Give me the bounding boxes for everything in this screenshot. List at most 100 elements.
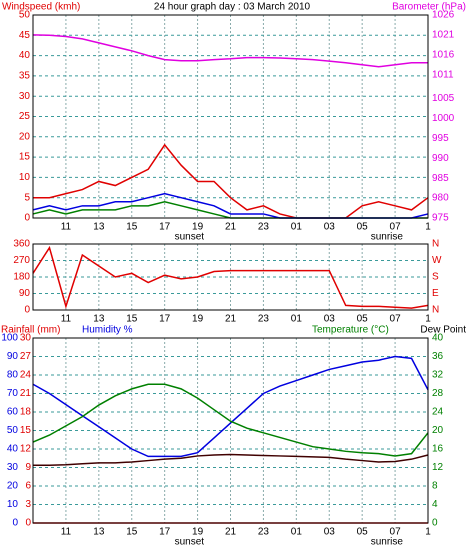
x-tick-label: 1 xyxy=(425,527,431,538)
y-tick-label: 35 xyxy=(19,71,31,82)
x-tick-label: 07 xyxy=(390,527,402,538)
x-tick-label: 15 xyxy=(126,314,138,325)
x-tick-label: 19 xyxy=(192,527,204,538)
x-tick-label: 13 xyxy=(93,314,105,325)
y-tick-label: 0 xyxy=(24,305,30,316)
y2-tick-label: 1021 xyxy=(432,30,455,41)
y2-tick-label: 32 xyxy=(432,370,444,381)
annotation: sunset xyxy=(175,232,205,243)
y-tick-label: 0 xyxy=(24,213,30,224)
y2-tick-label: 36 xyxy=(432,351,444,362)
x-tick-label: 1 xyxy=(425,314,431,325)
y2-tick-label: N xyxy=(432,305,439,316)
x-tick-label: 11 xyxy=(61,527,72,538)
annotation: sunrise xyxy=(371,537,404,548)
y2-tick-label: W xyxy=(432,255,442,266)
y3-tick-label: 30 xyxy=(20,333,32,344)
x-tick-label: 01 xyxy=(291,527,303,538)
label-y3-label: Rainfall (mm) xyxy=(1,325,60,336)
y2-tick-label: 28 xyxy=(432,388,444,399)
x-tick-label: 15 xyxy=(126,527,138,538)
x-tick-label: 05 xyxy=(357,527,369,538)
y-tick-label: 30 xyxy=(7,462,19,473)
plot-border xyxy=(32,243,429,311)
y2-tick-label: 16 xyxy=(432,444,444,455)
x-tick-label: 23 xyxy=(258,527,270,538)
y2-tick-label: 12 xyxy=(432,462,444,473)
y3-tick-label: 27 xyxy=(20,351,32,362)
x-tick-label: 05 xyxy=(357,222,369,233)
data-line xyxy=(33,143,429,219)
annotation: sunrise xyxy=(371,232,404,243)
y-tick-label: 0 xyxy=(12,518,18,529)
y-tick-label: 90 xyxy=(7,351,19,362)
x-tick-label: 11 xyxy=(61,222,72,233)
x-tick-label: 19 xyxy=(192,222,204,233)
y-tick-label: 10 xyxy=(19,172,31,183)
y2-tick-label: 1026 xyxy=(432,10,455,21)
y2-tick-label: 8 xyxy=(432,481,438,492)
data-line xyxy=(32,383,429,457)
y-tick-label: 270 xyxy=(13,255,30,266)
y-tick-label: 20 xyxy=(19,131,31,142)
y-tick-label: 100 xyxy=(1,333,18,344)
label-title: 24 hour graph day : 03 March 2010 xyxy=(154,2,311,13)
y2-tick-label: 1011 xyxy=(432,69,454,80)
x-tick-label: 21 xyxy=(225,222,237,233)
x-tick-label: 07 xyxy=(390,222,402,233)
x-tick-label: 17 xyxy=(159,222,171,233)
annotation: sunset xyxy=(175,537,205,548)
x-tick-label: 01 xyxy=(291,314,303,325)
x-tick-label: 05 xyxy=(357,314,369,325)
y-tick-label: 70 xyxy=(7,388,19,399)
label-y2-label-2: Dew Point xyxy=(420,325,466,336)
y2-tick-label: S xyxy=(432,272,439,283)
y2-tick-label: 1005 xyxy=(432,93,455,104)
y2-tick-label: 985 xyxy=(432,173,449,184)
y-tick-label: 15 xyxy=(19,152,31,163)
plot-border xyxy=(32,337,429,524)
y-tick-label: 40 xyxy=(19,50,31,61)
y2-tick-label: 980 xyxy=(432,193,449,204)
x-tick-label: 19 xyxy=(192,314,204,325)
x-tick-label: 23 xyxy=(258,222,270,233)
y-tick-label: 30 xyxy=(19,91,31,102)
y3-tick-label: 12 xyxy=(20,444,32,455)
x-tick-label: 03 xyxy=(324,527,336,538)
y-tick-label: 360 xyxy=(13,239,30,250)
plot-border xyxy=(32,14,429,219)
x-tick-label: 11 xyxy=(61,314,72,325)
y-tick-label: 50 xyxy=(7,425,19,436)
y3-tick-label: 3 xyxy=(25,499,31,510)
y2-tick-label: 1016 xyxy=(432,49,455,60)
y3-tick-label: 0 xyxy=(25,518,31,529)
x-tick-label: 13 xyxy=(93,527,105,538)
y3-tick-label: 21 xyxy=(20,388,32,399)
x-tick-label: 13 xyxy=(93,222,105,233)
y2-tick-label: E xyxy=(432,288,439,299)
y2-tick-label: 975 xyxy=(432,213,449,224)
y-tick-label: 45 xyxy=(19,30,31,41)
data-line xyxy=(32,34,428,68)
y2-tick-label: 995 xyxy=(432,133,449,144)
label-y2-label: Temperature (°C) xyxy=(312,325,389,336)
y3-tick-label: 6 xyxy=(25,481,31,492)
y2-tick-label: 20 xyxy=(432,425,444,436)
x-tick-label: 17 xyxy=(159,314,171,325)
y3-tick-label: 24 xyxy=(20,370,32,381)
x-tick-label: 1 xyxy=(425,222,431,233)
y-tick-label: 5 xyxy=(24,192,30,203)
y2-tick-label: 990 xyxy=(432,153,449,164)
y-tick-label: 80 xyxy=(7,370,19,381)
x-tick-label: 15 xyxy=(126,222,138,233)
y-tick-label: 20 xyxy=(7,481,19,492)
y-tick-label: 60 xyxy=(7,407,19,418)
y-tick-label: 50 xyxy=(19,10,31,21)
y-tick-label: 180 xyxy=(13,272,30,283)
y2-tick-label: 0 xyxy=(432,518,438,529)
y-tick-label: 40 xyxy=(7,444,19,455)
label-y-label: Windspeed (kmh) xyxy=(2,2,80,13)
x-tick-label: 07 xyxy=(390,314,402,325)
x-tick-label: 03 xyxy=(324,222,336,233)
y3-tick-label: 15 xyxy=(20,425,32,436)
